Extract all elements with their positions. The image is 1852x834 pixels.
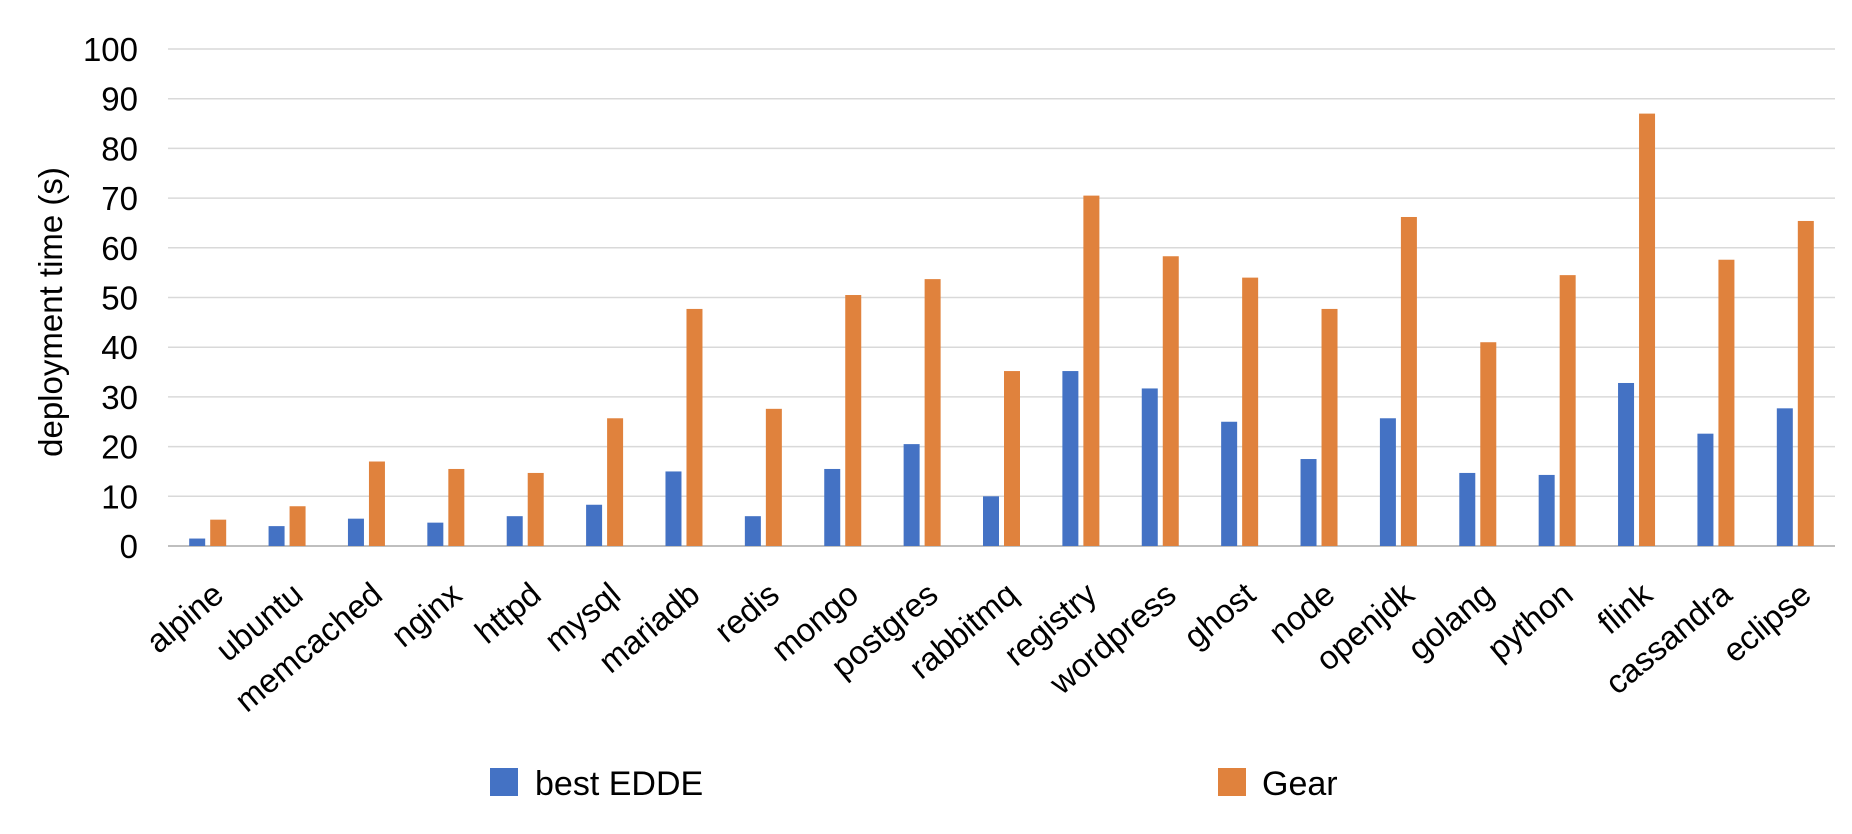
bar-best-edde-registry: [1062, 371, 1079, 546]
bar-gear-flink: [1639, 113, 1656, 547]
bar-best-edde-mongo: [824, 468, 841, 546]
x-tick-label-httpd: httpd: [468, 575, 548, 651]
bar-gear-wordpress: [1162, 256, 1179, 546]
legend-label-gear: Gear: [1262, 765, 1338, 803]
y-tick-label: 60: [101, 230, 138, 267]
x-tick-label-nginx: nginx: [384, 575, 469, 654]
bar-best-edde-redis: [744, 516, 761, 546]
bar-gear-httpd: [527, 472, 544, 546]
bar-gear-nginx: [448, 468, 465, 546]
legend-label-best-edde: best EDDE: [535, 765, 703, 803]
legend-swatch-best-edde: [490, 768, 518, 796]
y-tick-label: 100: [83, 31, 138, 68]
y-tick-label: 80: [101, 130, 138, 167]
y-tick-label: 50: [101, 280, 138, 317]
bar-gear-ubuntu: [289, 506, 306, 546]
bar-gear-alpine: [210, 519, 227, 546]
bar-gear-mysql: [607, 418, 624, 546]
y-tick-label: 90: [101, 81, 138, 118]
bar-gear-mongo: [845, 295, 862, 546]
bar-gear-postgres: [924, 279, 941, 546]
bar-best-edde-memcached: [347, 518, 364, 546]
x-tick-label-python: python: [1480, 575, 1580, 667]
x-tick-label-ghost: ghost: [1177, 575, 1263, 655]
bar-gear-redis: [765, 408, 782, 546]
y-axis-ticks: 0 10 20 30 40 50 60 70 80 90 100: [83, 31, 138, 565]
bar-gear-cassandra: [1718, 259, 1735, 546]
bar-best-edde-rabbitmq: [983, 496, 999, 546]
bars: [189, 113, 1814, 547]
legend-swatch-gear: [1218, 768, 1246, 796]
y-tick-label: 30: [101, 379, 138, 416]
bar-best-edde-nginx: [427, 522, 444, 546]
bar-best-edde-mysql: [586, 504, 603, 546]
bar-best-edde-cassandra: [1697, 433, 1714, 546]
bar-gear-openjdk: [1400, 216, 1417, 546]
y-tick-label: 20: [101, 429, 138, 466]
y-tick-label: 10: [101, 478, 138, 515]
bar-gear-eclipse: [1797, 220, 1814, 546]
bar-gear-mariadb: [686, 308, 703, 546]
bar-gear-node: [1321, 308, 1338, 546]
y-tick-label: 0: [120, 528, 138, 565]
bar-best-edde-node: [1300, 459, 1317, 546]
legend: best EDDE Gear: [490, 765, 1338, 803]
bar-gear-golang: [1480, 342, 1497, 546]
y-tick-label: 40: [101, 329, 138, 366]
bar-best-edde-python: [1538, 474, 1555, 546]
bar-gear-memcached: [368, 461, 385, 546]
bar-best-edde-flink: [1618, 382, 1635, 546]
y-tick-label: 70: [101, 180, 138, 217]
bar-best-edde-alpine: [189, 538, 206, 546]
bar-best-edde-httpd: [506, 516, 523, 546]
bar-best-edde-golang: [1459, 472, 1476, 546]
x-tick-label-eclipse: eclipse: [1715, 575, 1817, 669]
x-tick-label-golang: golang: [1401, 575, 1501, 667]
bar-best-edde-ubuntu: [268, 526, 285, 546]
bar-best-edde-mariadb: [665, 471, 682, 546]
bar-gear-python: [1559, 275, 1576, 546]
bar-best-edde-postgres: [903, 444, 920, 546]
bar-gear-ghost: [1242, 277, 1259, 546]
y-axis-title: deployment time (s): [32, 167, 69, 457]
bar-best-edde-wordpress: [1141, 388, 1158, 546]
bar-best-edde-ghost: [1221, 421, 1238, 546]
gridlines: [168, 48, 1835, 547]
bar-gear-rabbitmq: [1004, 371, 1020, 546]
bar-best-edde-eclipse: [1776, 408, 1793, 546]
bar-gear-registry: [1083, 195, 1100, 547]
bar-best-edde-openjdk: [1379, 418, 1396, 546]
